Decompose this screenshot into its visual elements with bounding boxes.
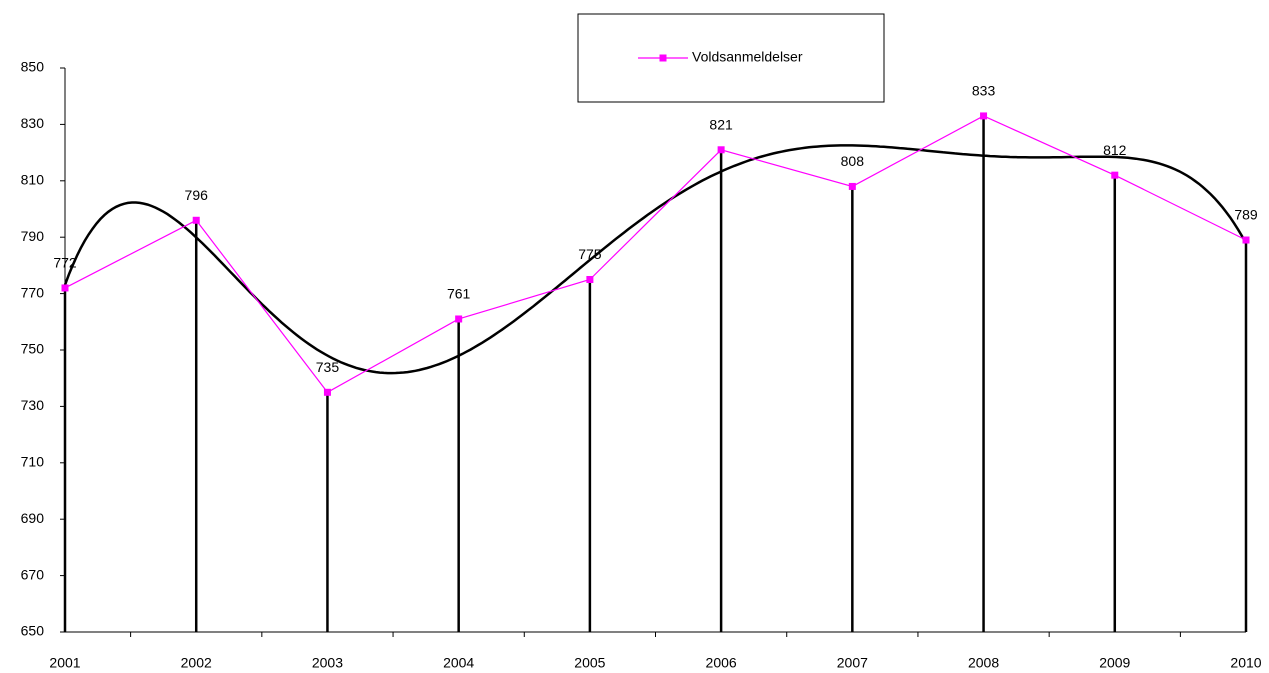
data-label: 808 [841, 153, 865, 169]
x-tick-label: 2001 [49, 655, 80, 671]
data-label: 796 [185, 187, 209, 203]
x-tick-label: 2003 [312, 655, 343, 671]
x-tick-label: 2009 [1099, 655, 1130, 671]
y-tick-label: 750 [21, 341, 45, 357]
marker [455, 315, 463, 323]
data-label: 789 [1234, 207, 1258, 223]
data-label: 735 [316, 359, 340, 375]
data-label: 821 [709, 116, 733, 132]
y-tick-label: 690 [21, 510, 45, 526]
x-tick-label: 2010 [1230, 655, 1261, 671]
x-tick-label: 2002 [181, 655, 212, 671]
series-line [64, 115, 1247, 394]
marker [980, 112, 988, 120]
marker [192, 216, 200, 224]
legend-label: Voldsanmeldelser [692, 49, 803, 65]
x-tick-label: 2007 [837, 655, 868, 671]
y-tick-label: 730 [21, 397, 45, 413]
marker [586, 276, 594, 283]
legend-box [577, 13, 885, 103]
data-label: 775 [578, 246, 602, 262]
x-tick-label: 2008 [968, 655, 999, 671]
data-label: 772 [53, 255, 77, 271]
x-tick-label: 2005 [574, 655, 605, 671]
data-label: 761 [447, 286, 471, 302]
y-tick-label: 770 [21, 284, 45, 300]
y-tick-label: 710 [21, 454, 45, 470]
marker [1111, 171, 1119, 179]
y-tick-label: 830 [21, 115, 45, 131]
marker [1242, 236, 1250, 244]
y-tick-label: 850 [21, 59, 45, 75]
data-label: 812 [1103, 142, 1127, 158]
y-tick-label: 650 [21, 623, 45, 639]
legend-marker [659, 54, 667, 62]
trendline [63, 144, 1248, 375]
data-label: 833 [972, 83, 996, 99]
y-tick-label: 670 [21, 566, 45, 582]
marker [323, 388, 331, 396]
marker [717, 146, 725, 154]
y-tick-label: 790 [21, 228, 45, 244]
y-tick-label: 810 [21, 172, 45, 188]
marker [848, 182, 856, 190]
marker [61, 284, 69, 292]
x-tick-label: 2006 [706, 655, 737, 671]
x-tick-label: 2004 [443, 655, 474, 671]
